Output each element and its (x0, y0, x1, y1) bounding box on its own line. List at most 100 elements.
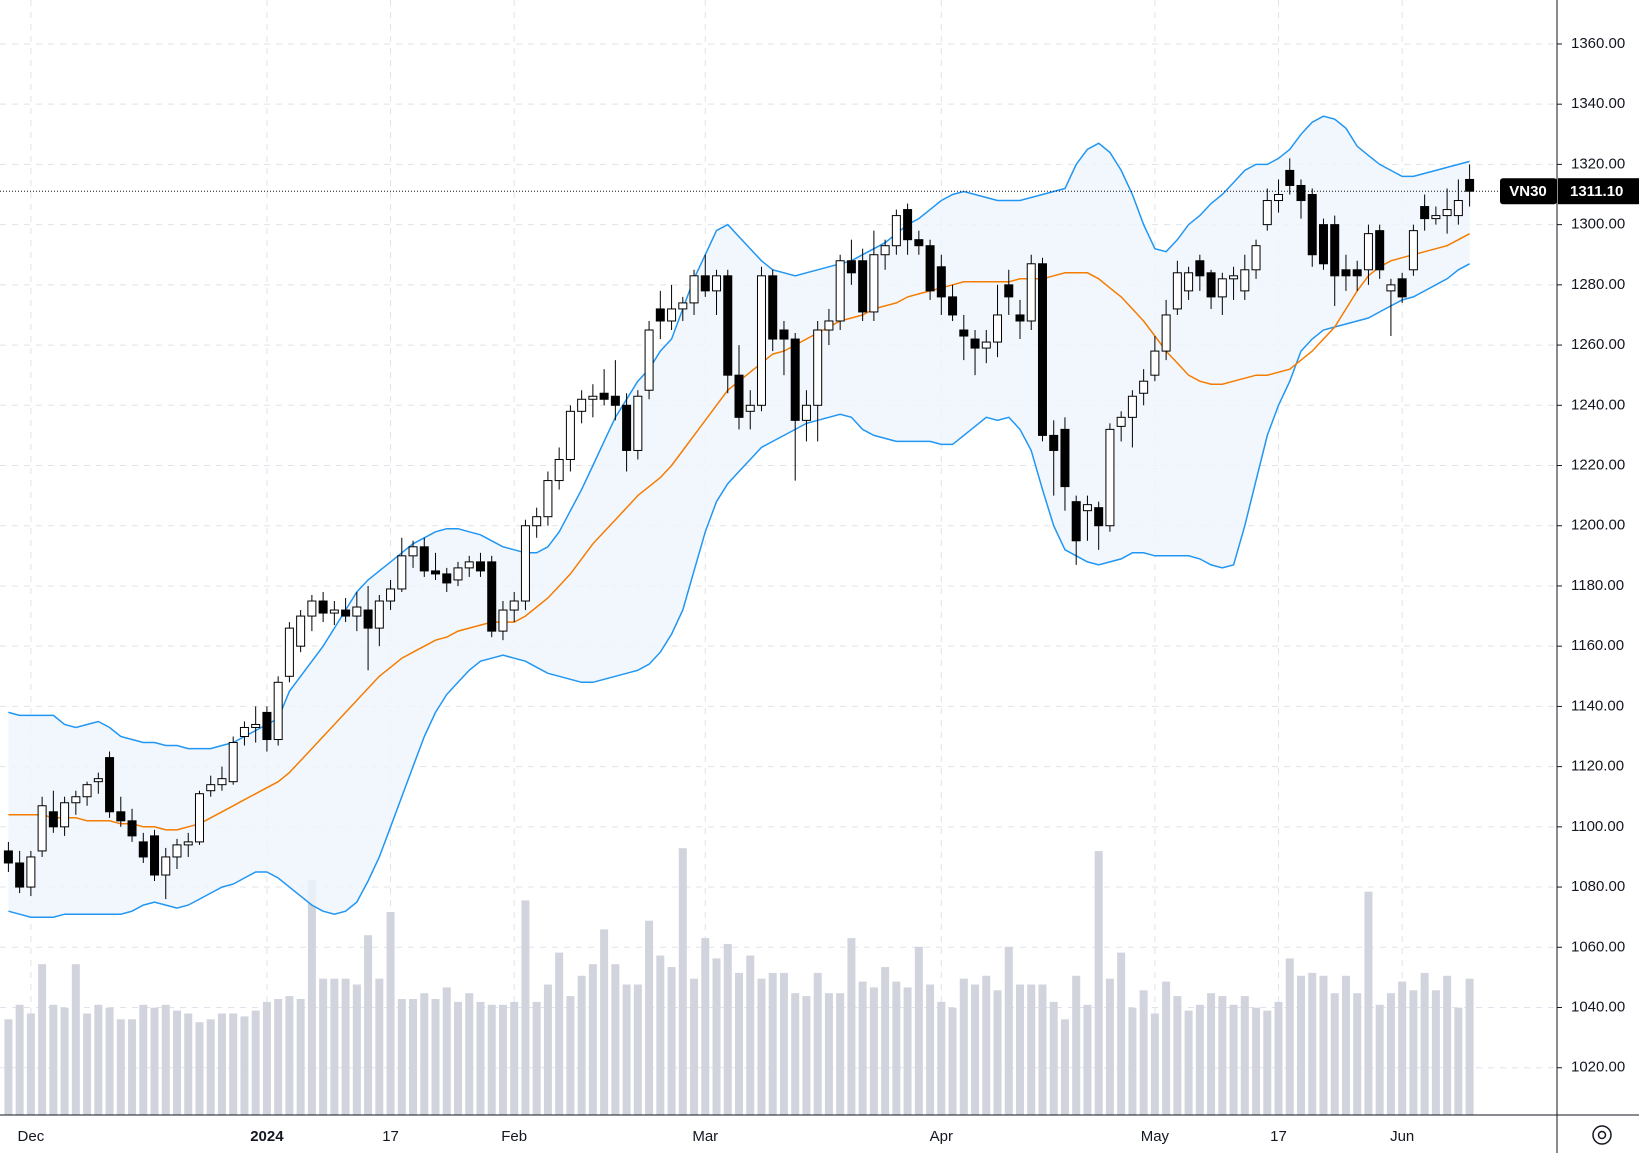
settings-icon-center (1597, 1130, 1607, 1140)
volume-bar (959, 978, 968, 1115)
candle-body (127, 820, 137, 837)
price-badge (1558, 178, 1639, 205)
candle-body (936, 266, 946, 298)
volume-bar (735, 972, 743, 1115)
candle-body (970, 338, 980, 349)
candle-body (183, 841, 193, 846)
volume-bar (510, 1001, 519, 1115)
candle-body (880, 245, 890, 256)
volume-bar (1128, 1007, 1137, 1115)
band-layer (8, 115, 1470, 918)
volume-bar (26, 1013, 35, 1115)
volume-bar (543, 984, 552, 1115)
candle-body (678, 302, 688, 310)
volume-bar (746, 955, 755, 1115)
candle-body (1375, 230, 1385, 271)
candle-body (1026, 263, 1036, 322)
volume-bar (1263, 1010, 1272, 1115)
candle-body (903, 209, 913, 241)
candle-body (1049, 434, 1059, 451)
candle-body (768, 275, 778, 340)
volume-bar (678, 848, 687, 1115)
candle-body (15, 862, 25, 888)
x-tick-label: 17 (382, 1128, 399, 1145)
candle-body (284, 627, 294, 677)
volume-bar (836, 993, 845, 1115)
volume-bar (229, 1013, 238, 1115)
candle-body (1071, 501, 1081, 542)
candle-body (1296, 184, 1306, 202)
volume-bar (993, 990, 1002, 1115)
band-lower-line (8, 263, 1470, 918)
volume-bar (498, 1004, 507, 1115)
volume-bar (521, 900, 530, 1115)
candle-body (858, 260, 868, 313)
candle-body (1453, 200, 1463, 217)
volume-bar (49, 1004, 58, 1115)
candle-body (1274, 194, 1284, 202)
volume-bar (1341, 975, 1350, 1115)
volume-bar (454, 1001, 462, 1115)
volume-bar (206, 1019, 215, 1115)
candle-body (1015, 314, 1025, 322)
candle-body (1139, 380, 1149, 394)
volume-bar (633, 984, 642, 1115)
candle-body (948, 296, 958, 316)
volume-bar (262, 1001, 271, 1115)
volume-bar (1386, 993, 1395, 1115)
candle-body (408, 546, 418, 557)
volume-bar (1049, 1001, 1058, 1115)
candle-body (374, 600, 384, 629)
candle-body (1420, 206, 1430, 220)
x-tick-label: 17 (1270, 1128, 1287, 1145)
candle-body (71, 796, 81, 804)
volume-bar (881, 967, 890, 1115)
candle-body (1094, 507, 1104, 527)
candle-body (1408, 230, 1418, 271)
volume-bar (352, 984, 361, 1115)
candle-body (1217, 278, 1227, 298)
candle-body (487, 561, 497, 632)
volume-bar (1105, 978, 1114, 1115)
settings-icon[interactable] (1592, 1125, 1612, 1145)
candle-body (734, 374, 744, 418)
volume-bar (307, 880, 316, 1115)
candle-body (1037, 263, 1047, 436)
y-tick-label: 1340.00 (1571, 95, 1625, 112)
volume-bar (577, 975, 586, 1115)
candle-body (790, 338, 800, 421)
candle-body (1285, 169, 1295, 186)
candle-body (756, 275, 766, 406)
candle-body (846, 260, 856, 274)
volume-bar (1060, 1019, 1069, 1115)
y-tick-label: 1120.00 (1571, 758, 1624, 775)
volume-bar (532, 1001, 541, 1115)
y-tick-label: 1280.00 (1571, 276, 1625, 293)
candle-body (442, 573, 452, 584)
candle-body (93, 778, 103, 783)
volume-bar (60, 1007, 69, 1115)
volume-bar (1038, 984, 1047, 1115)
volume-bar (1353, 993, 1362, 1115)
candle-body (386, 588, 396, 602)
candle-body (801, 404, 811, 421)
volume-bar (1150, 1013, 1159, 1115)
candle-body (1330, 224, 1340, 277)
candle-body (1318, 224, 1328, 265)
volume-bar (1398, 981, 1407, 1115)
candle-body (779, 329, 789, 340)
candle-body (464, 561, 474, 569)
volume-bar (588, 964, 597, 1115)
y-tick-label: 1300.00 (1571, 216, 1625, 233)
candle-body (1442, 209, 1452, 217)
volume-bar (779, 972, 788, 1115)
candle-body (1184, 272, 1194, 292)
volume-bar (802, 996, 811, 1115)
volume-bar (128, 1019, 137, 1115)
volume-bar (431, 999, 440, 1115)
volume-bar (971, 984, 980, 1115)
candle-body (352, 606, 362, 617)
volume-bar (1195, 1004, 1204, 1115)
candle-body (1105, 428, 1115, 527)
